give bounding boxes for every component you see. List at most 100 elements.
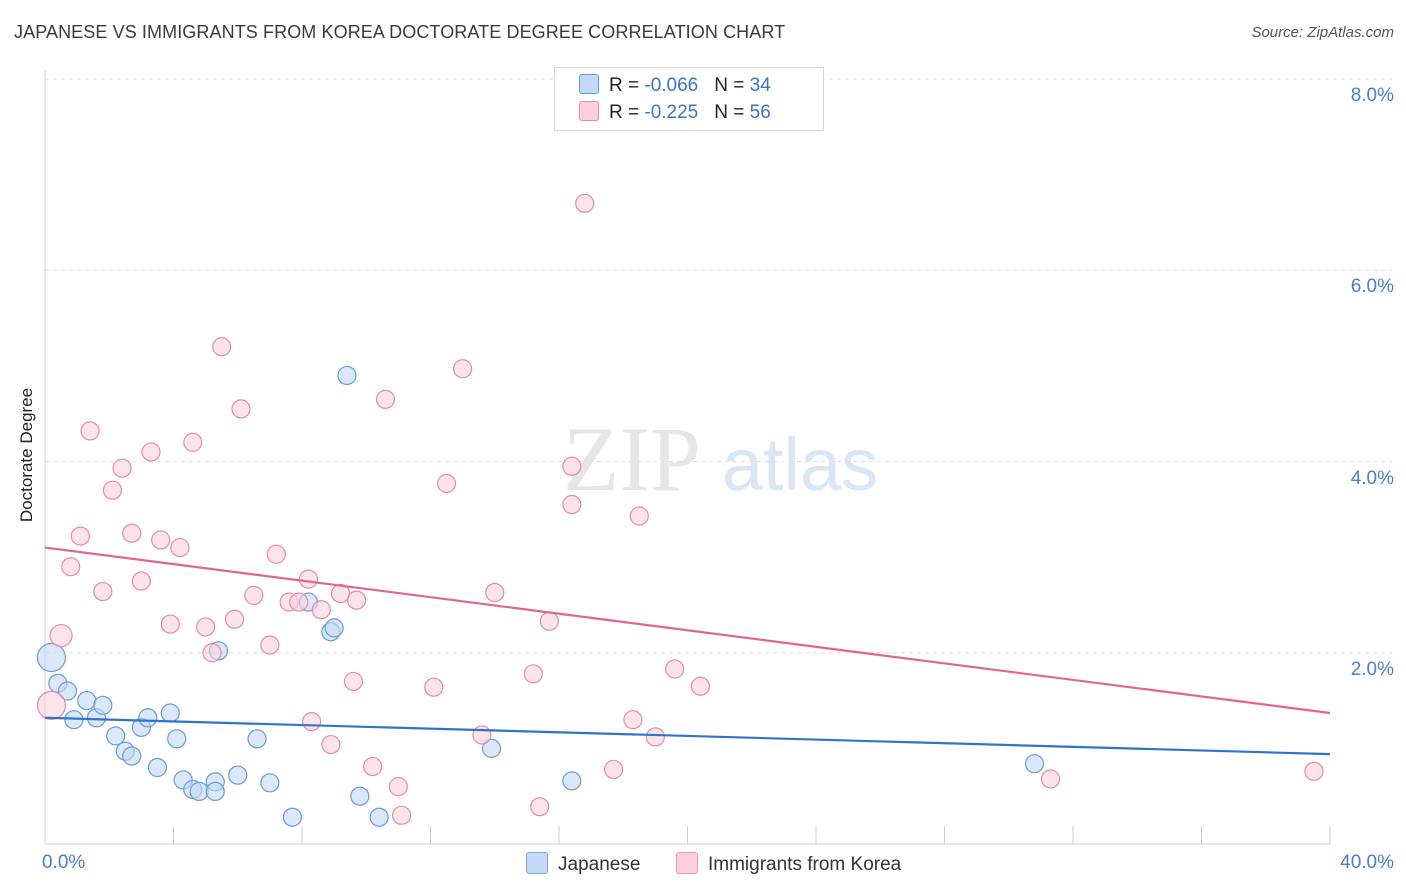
y-axis-label: Doctorate Degree: [17, 387, 36, 523]
korea-point: [302, 711, 322, 732]
japanese-point: [260, 773, 280, 793]
japanese-point: [160, 703, 180, 723]
series-swatch-korea: [676, 852, 698, 874]
legend-row-japanese: R = -0.066 N = 34: [579, 74, 771, 98]
japanese-point: [77, 690, 97, 711]
chart-source: Source: ZipAtlas.com: [1251, 24, 1394, 41]
japanese-point: [369, 807, 389, 827]
y-tick-label-1: 4.0%: [1350, 467, 1394, 489]
series-legend: Japanese Immigrants from Korea: [0, 852, 1406, 878]
korea-point: [102, 480, 123, 500]
korea-point: [604, 759, 624, 780]
korea-point: [231, 399, 251, 419]
y-tick-label-3: 8.0%: [1350, 85, 1394, 106]
korea-point: [49, 623, 73, 648]
series-legend-japanese[interactable]: Japanese: [526, 852, 640, 876]
korea-point: [623, 710, 643, 730]
korea-point: [183, 432, 203, 452]
x-tick-label-1: 40.0%: [1340, 852, 1394, 873]
legend-swatch-korea: [579, 101, 599, 121]
series-swatch-japanese: [526, 852, 548, 874]
chart-title: JAPANESE VS IMMIGRANTS FROM KOREA DOCTOR…: [14, 22, 786, 42]
watermark-atlas: atlas: [722, 423, 878, 506]
series-label-korea: Immigrants from Korea: [708, 854, 902, 875]
korea-point: [266, 544, 286, 564]
korea-point: [112, 458, 132, 478]
korea-point: [202, 643, 222, 663]
korea-point: [224, 609, 245, 629]
legend-row-korea: R = -0.225 N = 56: [579, 101, 771, 125]
japanese-point: [167, 729, 187, 749]
korea-point: [1304, 761, 1324, 781]
korea-trend-line: [44, 546, 1331, 715]
y-tick-label-2: 6.0%: [1350, 276, 1394, 298]
watermark: ZIP atlas: [563, 408, 878, 510]
korea-point: [170, 537, 190, 558]
korea-point: [485, 582, 505, 603]
korea-point: [690, 676, 710, 696]
korea-point: [160, 614, 180, 634]
japanese-point: [282, 807, 302, 827]
legend-n-value: 56: [749, 102, 771, 123]
korea-point: [391, 805, 412, 825]
korea-point: [562, 494, 582, 515]
japanese-point: [36, 642, 67, 673]
korea-point: [196, 617, 216, 637]
japanese-point: [247, 729, 267, 749]
legend-n-label: N =: [714, 75, 750, 96]
korea-point: [645, 727, 665, 747]
korea-point: [80, 421, 100, 441]
korea-point: [289, 592, 309, 612]
korea-point: [141, 442, 161, 462]
korea-point: [530, 797, 550, 817]
japanese-trend-line: [44, 716, 1331, 756]
korea-point: [343, 671, 363, 692]
legend-r-value: -0.066: [644, 75, 699, 96]
korea-point: [131, 571, 151, 591]
legend-swatch-japanese: [579, 74, 599, 94]
korea-point: [70, 526, 90, 546]
korea-point: [93, 581, 113, 602]
korea-point: [311, 600, 331, 620]
korea-point: [212, 337, 232, 357]
japanese-point: [562, 771, 582, 791]
x-tick-label-0: 0.0%: [42, 852, 86, 873]
japanese-point: [57, 681, 78, 701]
korea-point: [539, 611, 559, 631]
legend-n-label: N =: [714, 102, 750, 123]
korea-point: [575, 193, 595, 213]
korea-point: [665, 659, 685, 679]
japanese-point: [481, 738, 502, 758]
points-layer: [36, 102, 1324, 827]
korea-point: [453, 359, 473, 379]
series-legend-korea[interactable]: Immigrants from Korea: [676, 852, 901, 876]
japanese-point: [122, 746, 142, 766]
japanese-point: [147, 757, 168, 778]
korea-point: [523, 664, 543, 684]
japanese-point: [93, 695, 113, 715]
korea-point: [122, 523, 142, 543]
korea-point: [61, 557, 81, 577]
legend-r-label: R =: [609, 102, 645, 123]
korea-point: [629, 506, 649, 526]
korea-point: [36, 690, 67, 720]
legend-r-value: -0.225: [644, 102, 699, 123]
korea-point: [375, 389, 396, 409]
korea-point: [151, 530, 171, 550]
trend-layer: [44, 546, 1331, 756]
japanese-point: [1024, 754, 1045, 774]
japanese-point: [189, 781, 209, 802]
korea-point: [260, 635, 280, 655]
series-label-japanese: Japanese: [558, 854, 641, 875]
korea-point: [1040, 769, 1061, 789]
japanese-point: [324, 618, 344, 638]
korea-point: [330, 583, 351, 604]
stats-legend: R = -0.066 N = 34 R = -0.225 N = 56: [554, 67, 824, 131]
watermark-zip: ZIP: [563, 408, 701, 510]
korea-point: [347, 590, 367, 610]
korea-point: [298, 569, 319, 589]
korea-point: [363, 756, 383, 777]
korea-point: [562, 456, 582, 476]
korea-point: [244, 585, 264, 605]
